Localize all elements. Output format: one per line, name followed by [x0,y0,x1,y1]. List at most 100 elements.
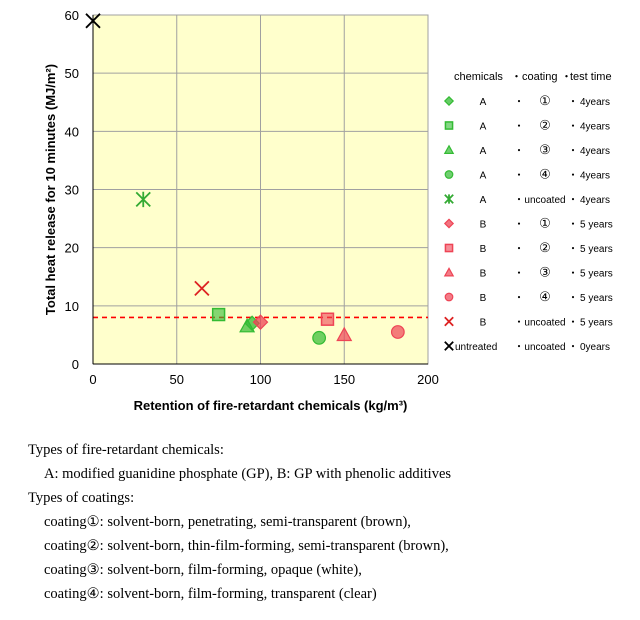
x-tick-label: 200 [417,372,439,387]
legend-chemical: A [480,122,487,133]
legend-chemical: B [480,220,487,231]
y-tick-label: 30 [65,183,79,198]
legend-chemical: B [480,269,487,280]
legend-sep: ・ [568,220,578,231]
legend-coating: ① [539,216,551,231]
data-point [320,312,335,326]
legend-sep: ・ [568,171,578,182]
chemical-types-title: Types of fire-retardant chemicals: [28,442,224,458]
data-point [390,325,405,339]
legend-sep: ・ [514,318,524,329]
legend-test-time: 5 years [580,269,613,280]
legend-chemical: B [480,293,487,304]
x-tick-label: 100 [250,372,272,387]
legend-sep: ・ [568,97,578,108]
legend-sep: ・ [514,244,524,255]
legend-marker [444,243,454,253]
legend-marker [444,292,454,302]
legend-chemical: untreated [455,342,497,353]
legend-test-time: 5 years [580,318,613,329]
legend-sep: ・ [514,269,524,280]
y-tick-label: 50 [65,66,79,81]
legend-sep: ・ [568,122,578,133]
legend-header-test-time: test time [570,71,612,83]
data-point [312,330,327,345]
data-point [135,191,151,208]
legend-sep: ・ [514,342,524,353]
legend-marker [444,121,454,130]
axes: 0 50 100 150 200 0 10 20 30 40 50 60 [65,8,439,387]
legend-sep: ・ [568,195,578,206]
legend-coating: ④ [539,167,551,182]
y-tick-label: 40 [65,124,79,139]
legend-test-time: 4years [580,171,610,182]
y-tick-label: 0 [72,357,79,372]
legend-sep: ・ [568,293,578,304]
legend-sep: ・ [514,293,524,304]
legend-sep: ・ [568,318,578,329]
legend-sep: ・ [514,122,524,133]
legend-sep: ・ [568,244,578,255]
legend-coating: ② [539,118,551,133]
legend-marker [443,267,455,277]
legend-test-time: 4years [580,195,610,206]
coating-3-desc: coating③: solvent-born, film-forming, op… [44,562,362,578]
legend-marker [444,341,454,351]
legend-marker [444,170,454,179]
chemical-types-desc: A: modified guanidine phosphate (GP), B:… [44,466,452,482]
legend-chemical: A [480,195,487,206]
legend-sep: ・ [568,342,578,353]
coating-4-desc: coating④: solvent-born, film-forming, tr… [44,586,377,602]
data-point [239,317,256,333]
legend-sep: ・ [514,146,524,157]
data-points [85,13,405,345]
data-point [194,280,210,297]
legend-coating: uncoated [524,318,565,329]
legend-sep: ・ [514,195,524,206]
data-point [252,314,269,330]
legend-header-coating: coating [522,71,557,83]
coating-types-title: Types of coatings: [28,490,135,506]
legend-marker [444,316,454,327]
data-point [211,307,226,322]
legend-test-time: 5 years [580,244,613,255]
legend-test-time: 5 years [580,220,613,231]
y-tick-label: 60 [65,8,79,23]
x-tick-label: 150 [333,372,355,387]
legend-sep: ・ [514,97,524,108]
legend-chemical: A [480,97,487,108]
legend-sep: ・ [568,146,578,157]
legend-test-time: 5 years [580,293,613,304]
legend-test-time: 0years [580,342,610,353]
legend-coating: uncoated [524,342,565,353]
legend-coating: ③ [539,265,551,280]
legend-header-chemicals: chemicals [454,71,503,83]
legend-coating: ② [539,240,551,255]
legend-chemical: B [480,244,487,255]
legend-marker [444,194,454,204]
data-point [85,13,101,29]
legend-chemical: A [480,171,487,182]
legend-sep: ・ [514,171,524,182]
x-tick-label: 50 [170,372,184,387]
legend-sep: ・ [568,269,578,280]
y-tick-label: 10 [65,299,79,314]
coating-1-desc: coating①: solvent-born, penetrating, sem… [44,514,411,530]
legend-header-sep: ・ [511,71,522,83]
coating-2-desc: coating②: solvent-born, thin-film-formin… [44,538,449,554]
legend-marker [443,95,455,107]
legend-chemical: A [480,146,487,157]
data-point [336,326,353,342]
chart-notes: Types of fire-retardant chemicals: A: mo… [28,438,628,606]
x-tick-label: 0 [89,372,96,387]
legend-test-time: 4years [580,146,610,157]
legend-marker [443,144,455,154]
legend-coating: ③ [539,142,551,157]
legend-sep: ・ [514,220,524,231]
x-axis-title: Retention of fire-retardant chemicals (k… [134,398,408,413]
legend-coating: ④ [539,289,551,304]
y-tick-label: 20 [65,241,79,256]
legend-test-time: 4years [580,97,610,108]
legend-chemical: B [480,318,487,329]
